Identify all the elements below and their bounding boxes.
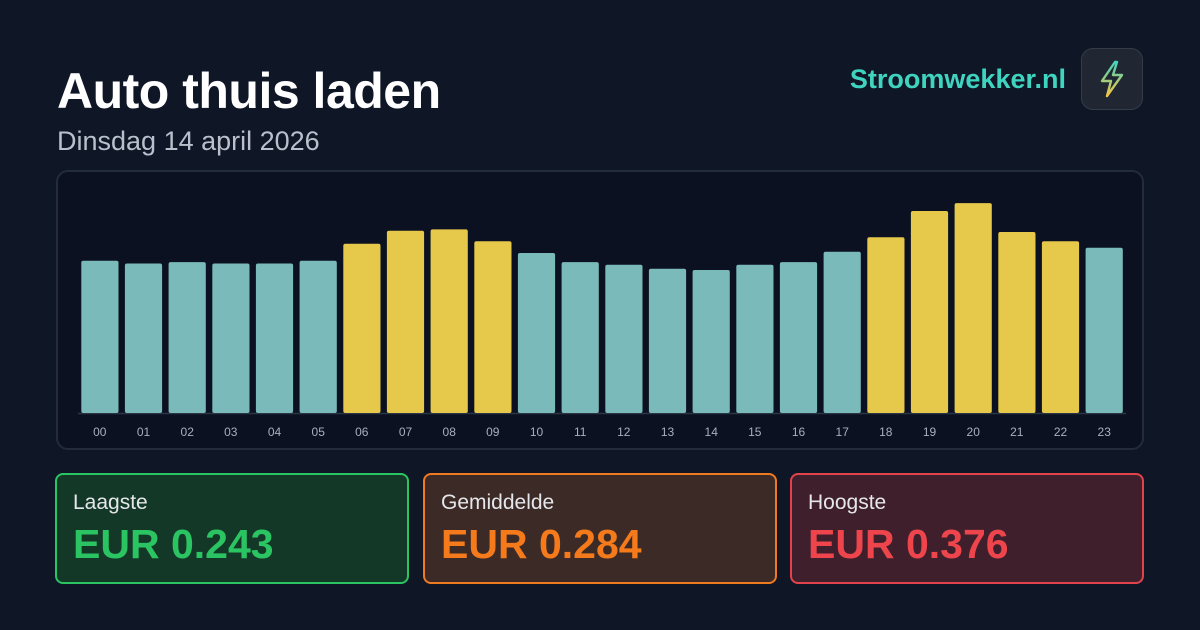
lightning-bolt-icon — [1081, 48, 1143, 110]
bar-hour-03 — [212, 263, 250, 413]
bar-hour-01 — [124, 263, 163, 413]
x-tick-label-18: 18 — [879, 425, 893, 439]
x-tick-label-11: 11 — [574, 425, 587, 439]
bar-hour-15 — [736, 264, 774, 413]
brand-name[interactable]: Stroomwekker.nl — [849, 64, 1066, 94]
bar-hour-18 — [867, 237, 905, 413]
x-tick-label-16: 16 — [792, 425, 806, 439]
bar-hour-07 — [386, 230, 425, 413]
bar-hour-22 — [1041, 241, 1080, 413]
price-bar-chart: 00 01 02 03 04 05 06 07 08 09 10 11 12 13 14 15 16 17 18 19… — [78, 203, 1126, 439]
x-tick-label-00: 00 — [93, 425, 107, 439]
bar-hour-20 — [954, 203, 992, 413]
price-chart-panel: 00 01 02 03 04 05 06 07 08 09 10 11 12 13 14 15 16 17 18 19… — [56, 170, 1144, 450]
highest-price-label: Hoogste — [808, 491, 887, 514]
x-tick-label-10: 10 — [530, 425, 544, 439]
x-tick-label-06: 06 — [355, 425, 369, 439]
x-tick-label-14: 14 — [705, 425, 719, 439]
x-tick-label-23: 23 — [1098, 425, 1112, 439]
x-tick-label-12: 12 — [617, 425, 631, 439]
page-title: Auto thuis laden — [57, 63, 441, 119]
bar-hour-08 — [430, 229, 468, 413]
lowest-price-card: Laagste EUR 0.243 — [55, 473, 409, 584]
x-tick-label-02: 02 — [181, 425, 195, 439]
bar-hour-12 — [605, 264, 643, 413]
bar-hour-09 — [474, 241, 512, 413]
bar-hour-17 — [823, 251, 861, 413]
bar-hour-14 — [692, 270, 730, 413]
x-tick-label-21: 21 — [1010, 425, 1024, 439]
bar-hour-06 — [343, 243, 381, 413]
average-price-card: Gemiddelde EUR 0.284 — [423, 473, 777, 584]
x-tick-label-17: 17 — [836, 425, 850, 439]
x-tick-label-20: 20 — [967, 425, 981, 439]
bar-hour-23 — [1085, 247, 1123, 413]
lowest-price-label: Laagste — [73, 491, 148, 514]
bar-hour-13 — [648, 268, 687, 413]
average-price-value: EUR 0.284 — [441, 521, 642, 567]
bar-hour-11 — [561, 262, 599, 413]
x-tick-label-15: 15 — [748, 425, 762, 439]
x-tick-label-09: 09 — [486, 425, 500, 439]
bar-hour-02 — [168, 262, 206, 413]
x-tick-label-01: 01 — [137, 425, 151, 439]
bar-hour-00 — [81, 260, 119, 413]
x-tick-label-07: 07 — [399, 425, 413, 439]
average-price-label: Gemiddelde — [441, 491, 555, 514]
x-tick-label-22: 22 — [1054, 425, 1068, 439]
highest-price-card: Hoogste EUR 0.376 — [790, 473, 1144, 584]
bars-group — [81, 203, 1123, 413]
x-tick-label-05: 05 — [312, 425, 326, 439]
lowest-price-value: EUR 0.243 — [73, 521, 274, 567]
lightning-bolt-svg — [1100, 60, 1124, 98]
x-tick-label-19: 19 — [923, 425, 937, 439]
bar-hour-16 — [779, 262, 818, 413]
bar-hour-19 — [910, 211, 949, 413]
x-tick-label-04: 04 — [268, 425, 282, 439]
bar-hour-05 — [299, 260, 337, 413]
x-tick-label-03: 03 — [224, 425, 238, 439]
highest-price-value: EUR 0.376 — [808, 521, 1009, 567]
bar-hour-10 — [517, 253, 556, 413]
x-tick-label-08: 08 — [443, 425, 457, 439]
x-tick-label-13: 13 — [661, 425, 675, 439]
page-subtitle: Dinsdag 14 april 2026 — [57, 126, 320, 156]
bar-hour-04 — [255, 263, 294, 413]
bar-hour-21 — [998, 232, 1036, 413]
x-tick-labels: 00 01 02 03 04 05 06 07 08 09 10 11 12 13 14 15 16 17 18 19… — [93, 425, 1111, 439]
